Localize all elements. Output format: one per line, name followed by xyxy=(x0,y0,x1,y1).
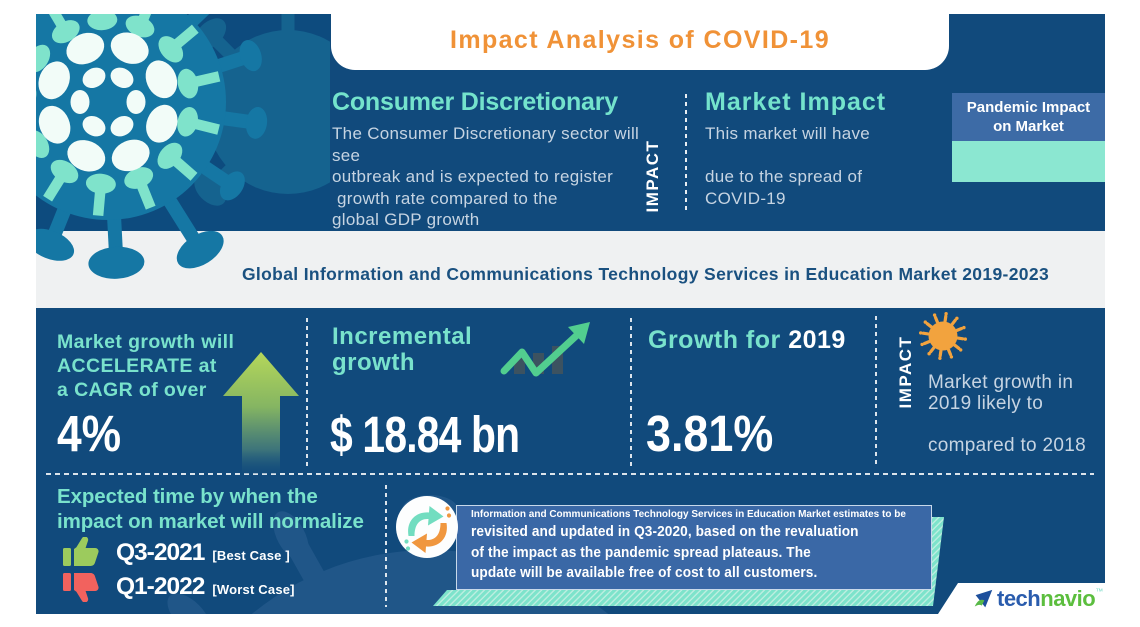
virus-sun-icon xyxy=(919,312,967,360)
refresh-icon xyxy=(396,496,458,558)
worst-case-label: [Worst Case] xyxy=(212,582,295,597)
header-title-box: Impact Analysis of COVID-19 xyxy=(331,0,949,70)
note-box-shadow xyxy=(433,517,944,606)
market-title: Global Information and Communications Te… xyxy=(241,264,1050,284)
page-title: Impact Analysis of COVID-19 xyxy=(449,25,831,54)
note-box-text: revisited and updated in Q3-2020, based … xyxy=(471,523,859,581)
thumbs-down-icon xyxy=(63,573,99,602)
incremental-growth-heading: Incremental growth xyxy=(332,323,473,376)
growth-2019-value: 3.81% xyxy=(646,405,774,462)
cagr-heading: Market growth will ACCELERATE at a CAGR … xyxy=(57,331,235,401)
worst-case-value: Q1-2022 xyxy=(116,572,205,600)
coronavirus-illustration xyxy=(36,14,330,284)
dashed-divider-horizontal xyxy=(46,473,1094,475)
corner-notch xyxy=(938,583,1105,614)
pandemic-impact-box: Pandemic Impact on Market xyxy=(952,93,1105,141)
dashed-divider-top xyxy=(685,94,687,214)
normalize-heading: Expected time by when the impact on mark… xyxy=(57,485,364,533)
note-box-line1: Information and Communications Technolog… xyxy=(471,509,906,520)
dashed-divider-col2 xyxy=(630,318,632,470)
worst-case-row: Q1-2022 [Worst Case] xyxy=(63,571,295,602)
consumer-discretionary-body: The Consumer Discretionary sector will s… xyxy=(332,124,640,229)
note-box: Information and Communications Technolog… xyxy=(456,505,932,590)
coronavirus-icon xyxy=(36,14,330,279)
brand-tech: tech xyxy=(997,586,1041,611)
dashed-divider-bottom xyxy=(385,485,387,607)
dashed-divider-col3 xyxy=(875,316,877,468)
technavio-logo-icon xyxy=(974,589,993,607)
consumer-discretionary-heading: Consumer Discretionary xyxy=(332,88,618,116)
metrics-band: Market growth will ACCELERATE at a CAGR … xyxy=(36,308,1105,614)
best-case-label: [Best Case ] xyxy=(212,548,290,563)
technavio-logo: tech navio ™ xyxy=(973,586,1103,612)
thumbs-up-icon xyxy=(63,537,99,566)
main-virus-icon xyxy=(36,14,268,279)
cagr-value: 4% xyxy=(57,405,122,462)
pandemic-impact-mint-bar xyxy=(952,141,1105,182)
incremental-growth-value: $ 18.84 bn xyxy=(330,406,520,463)
best-case-value: Q3-2021 xyxy=(116,538,205,566)
trend-up-icon xyxy=(500,322,590,377)
market-impact-body: This market will have due to the spread … xyxy=(705,124,871,208)
dashed-divider-col1 xyxy=(306,318,308,470)
brand-trademark: ™ xyxy=(1095,587,1104,596)
impact-note-text: Market growth in 2019 likely to compared… xyxy=(928,372,1086,456)
growth-2019-prefix: Growth for xyxy=(648,326,789,354)
market-impact-heading: Market Impact xyxy=(705,88,887,116)
growth-2019-year: 2019 xyxy=(788,326,846,354)
impact-vertical-label-top: IMPACT xyxy=(643,139,662,213)
growth-2019-heading: Growth for 2019 xyxy=(648,326,846,355)
brand-navio: navio xyxy=(1040,586,1096,611)
growth-up-arrow-icon xyxy=(223,352,299,474)
best-case-row: Q3-2021 [Best Case ] xyxy=(63,537,290,568)
